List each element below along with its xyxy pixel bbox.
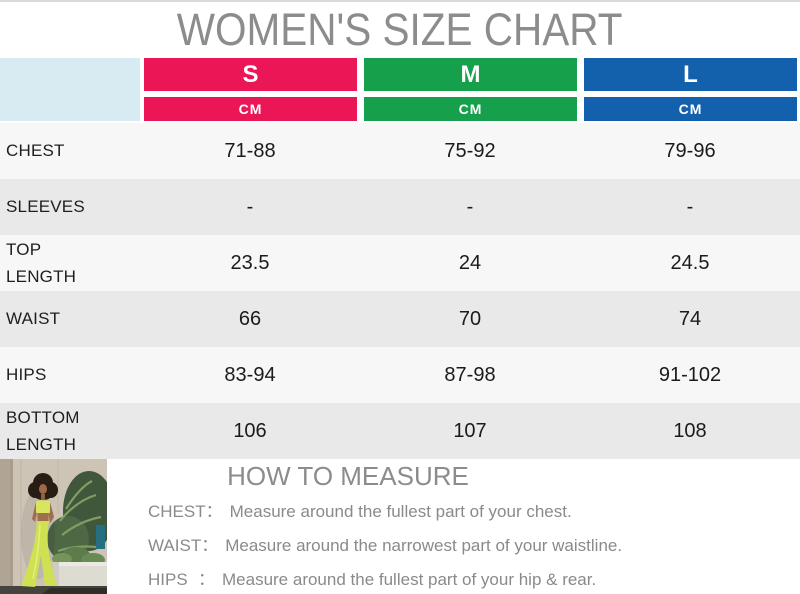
cell-value: 71-88 — [224, 139, 276, 162]
cell-value: 79-96 — [664, 139, 716, 162]
teal-decor — [96, 525, 105, 549]
column-header-l: L CM — [584, 57, 797, 123]
table-row-chest: CHEST 71-88 75-92 79-96 — [0, 123, 800, 179]
cell-value: 23.5 — [230, 251, 270, 274]
measure-label: WAIST — [148, 536, 202, 555]
size-header-s: S — [144, 58, 357, 91]
unit-header-l: CM — [584, 97, 797, 121]
cell-value: 87-98 — [444, 363, 496, 386]
cell-value: 75-92 — [444, 139, 496, 162]
measure-instruction-chest: CHEST： Measure around the fullest part of… — [148, 497, 572, 522]
measure-text: Measure around the fullest part of your … — [222, 570, 597, 589]
size-header-l: L — [584, 58, 797, 91]
table-row-sleeves: SLEEVES - - - — [0, 179, 800, 235]
cell-value: - — [466, 195, 474, 218]
cell-value: 106 — [233, 419, 267, 442]
size-header-m: M — [364, 58, 577, 91]
table-row-top-length: TOP LENGTH 23.5 24 24.5 — [0, 235, 800, 291]
table-row-bottom-length: BOTTOM LENGTH 106 107 108 — [0, 403, 800, 459]
measure-text: Measure around the narrowest part of you… — [225, 536, 623, 555]
measure-label: HIPS — [148, 570, 188, 589]
cell-value: - — [686, 195, 694, 218]
page-title: WOMEN'S SIZE CHART — [177, 4, 623, 55]
model-photo — [0, 459, 115, 594]
cell-value: 108 — [673, 419, 707, 442]
cell-value: 24 — [458, 251, 482, 274]
unit-header-m: CM — [364, 97, 577, 121]
cell-value: 24.5 — [670, 251, 710, 274]
row-label: WAIST — [6, 309, 61, 329]
measure-label: CHEST — [148, 502, 206, 521]
row-label: SLEEVES — [6, 197, 85, 217]
corner-cell — [0, 58, 140, 121]
unit-header-s: CM — [144, 97, 357, 121]
planter-box — [53, 562, 107, 588]
table-row-hips: HIPS 83-94 87-98 91-102 — [0, 347, 800, 403]
column-header-s: S CM — [144, 57, 357, 123]
plant-leaves — [47, 471, 115, 567]
row-label: TOP LENGTH — [6, 239, 77, 286]
measure-instruction-hips: HIPS ： Measure around the fullest part of … — [148, 565, 596, 590]
model-figure — [21, 473, 58, 587]
cell-value: 66 — [238, 307, 262, 330]
cell-value: 91-102 — [658, 363, 722, 386]
measure-colon: ： — [198, 570, 215, 589]
measure-colon: ： — [201, 536, 219, 555]
cell-value: 107 — [453, 419, 487, 442]
title-bar: WOMEN'S SIZE CHART — [0, 2, 800, 57]
row-label: BOTTOM LENGTH — [6, 407, 80, 454]
cell-value: - — [246, 195, 254, 218]
row-label: CHEST — [6, 141, 65, 161]
how-to-measure-section: HOW TO MEASURE CHEST： Measure around the … — [0, 459, 800, 594]
how-to-measure-title: HOW TO MEASURE — [227, 461, 469, 491]
column-header-m: M CM — [364, 57, 577, 123]
measure-text: Measure around the fullest part of your … — [229, 502, 572, 521]
measure-instruction-waist: WAIST： Measure around the narrowest part … — [148, 531, 622, 556]
cell-value: 83-94 — [224, 363, 276, 386]
row-label: HIPS — [6, 365, 47, 385]
cell-value: 74 — [678, 307, 702, 330]
table-header-row: S CM M CM L CM — [0, 57, 800, 123]
table-row-waist: WAIST 66 70 74 — [0, 291, 800, 347]
measure-panel: HOW TO MEASURE CHEST： Measure around the … — [107, 459, 800, 594]
model-photo-illustration — [0, 459, 115, 594]
measure-colon: ： — [205, 502, 223, 521]
cell-value: 70 — [458, 307, 482, 330]
